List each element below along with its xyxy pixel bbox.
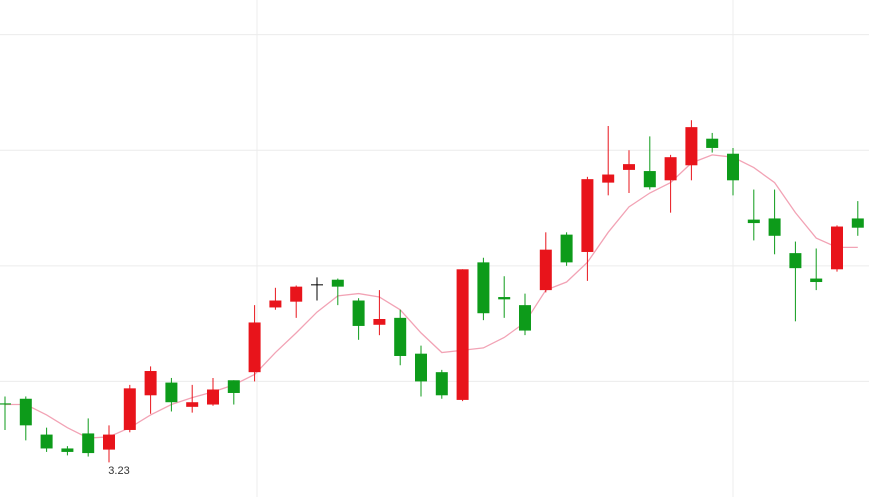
- candle-body: [643, 171, 656, 188]
- candle-body: [623, 164, 635, 170]
- candle-body: [248, 322, 261, 373]
- candle-body: [519, 305, 531, 331]
- candle-body: [103, 434, 115, 450]
- candle-body: [685, 127, 698, 166]
- candle-body: [664, 157, 677, 181]
- candle-body: [269, 300, 282, 308]
- candle-body: [477, 262, 490, 314]
- candle-body: [61, 448, 74, 452]
- moving-average-line: [5, 154, 858, 439]
- candle-body: [602, 174, 615, 183]
- candle-body: [311, 284, 323, 286]
- candle-body: [82, 433, 95, 454]
- candle-body: [373, 319, 386, 325]
- candle-body: [165, 382, 178, 403]
- candle-body: [456, 269, 469, 400]
- candle-body: [186, 402, 199, 407]
- candle-body: [831, 226, 843, 270]
- candle-body: [560, 234, 573, 263]
- candle-body: [40, 434, 53, 449]
- candle-body: [0, 403, 11, 405]
- candle-body: [747, 219, 760, 224]
- candle-body: [207, 389, 219, 405]
- candle-body: [331, 279, 344, 287]
- candle-body: [435, 372, 448, 396]
- candle-body: [539, 249, 552, 291]
- low-label: 3.23: [108, 465, 129, 477]
- candle-body: [581, 179, 594, 252]
- candle-body: [789, 253, 802, 269]
- candle-body: [851, 218, 864, 228]
- candle-body: [227, 380, 240, 393]
- candle-body: [394, 317, 407, 356]
- candle-body: [290, 286, 303, 302]
- candle-body: [727, 153, 739, 181]
- candle-body: [810, 278, 823, 283]
- candle-body: [123, 388, 136, 430]
- candle-body: [415, 353, 427, 382]
- candle-body: [498, 297, 511, 300]
- candle-body: [19, 398, 32, 426]
- candle-body: [706, 138, 719, 148]
- candle-body: [144, 371, 157, 396]
- candle-body: [768, 218, 781, 236]
- candle-body: [352, 300, 365, 326]
